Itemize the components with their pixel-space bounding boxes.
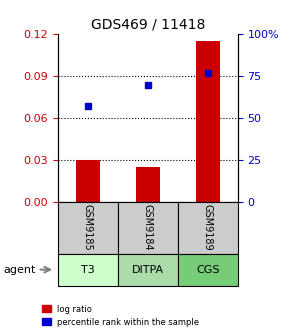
Bar <box>76 160 100 202</box>
Bar <box>196 41 220 202</box>
Text: GSM9189: GSM9189 <box>203 204 213 251</box>
Legend: log ratio, percentile rank within the sample: log ratio, percentile rank within the sa… <box>39 301 203 330</box>
Text: T3: T3 <box>81 265 95 275</box>
Title: GDS469 / 11418: GDS469 / 11418 <box>91 17 205 31</box>
Text: GSM9184: GSM9184 <box>143 204 153 251</box>
Bar <box>136 167 160 202</box>
Text: GSM9185: GSM9185 <box>83 204 93 251</box>
Text: CGS: CGS <box>196 265 220 275</box>
Text: agent: agent <box>3 265 35 275</box>
Text: DITPA: DITPA <box>132 265 164 275</box>
